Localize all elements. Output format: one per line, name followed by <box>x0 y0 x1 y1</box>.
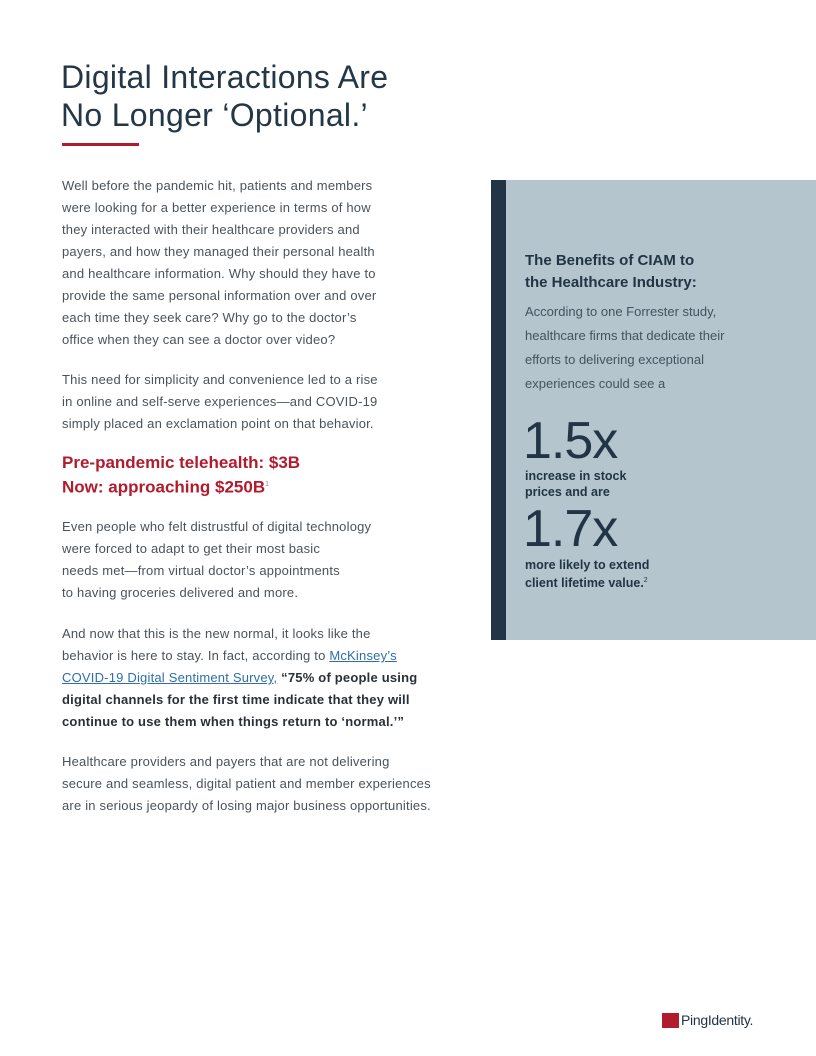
text-line: Well before the pandemic hit, patients a… <box>62 175 376 197</box>
text-segment: Healthcare providers and payers that are… <box>62 754 390 769</box>
text-line: Even people who felt distrustful of digi… <box>62 516 371 538</box>
sidebar-body: According to one Forrester study, health… <box>525 300 724 396</box>
highlight-line: Pre-pandemic telehealth: $3B <box>62 453 301 472</box>
text-line: This need for simplicity and convenience… <box>62 369 378 391</box>
text-line: COVID-19 Digital Sentiment Survey, “75% … <box>62 667 417 689</box>
paragraph-adapt: Even people who felt distrustful of digi… <box>62 516 371 604</box>
text-line: And now that this is the new normal, it … <box>62 623 417 645</box>
telehealth-highlight: Pre-pandemic telehealth: $3B Now: approa… <box>62 452 300 499</box>
title-line: No Longer ‘Optional.’ <box>61 97 368 133</box>
text-segment: were forced to adapt to get their most b… <box>62 541 321 556</box>
text-line: in online and self-serve experiences—and… <box>62 391 378 413</box>
text-segment: to having groceries delivered and more. <box>62 585 299 600</box>
body-line: According to one Forrester study, <box>525 304 717 319</box>
title-underline <box>62 143 139 146</box>
sidebar-accent-bar <box>491 180 506 640</box>
text-segment: secure and seamless, digital patient and… <box>62 776 431 791</box>
text-line: behavior is here to stay. In fact, accor… <box>62 645 417 667</box>
quote-text: digital channels for the first time indi… <box>62 692 410 707</box>
text-segment: payers, and how they managed their perso… <box>62 244 375 259</box>
text-segment: provide the same personal information ov… <box>62 288 377 303</box>
page-title: Digital Interactions Are No Longer ‘Opti… <box>61 58 388 134</box>
footnote-marker: 2 <box>643 577 648 584</box>
text-segment: simply placed an exclamation point on th… <box>62 416 374 431</box>
text-line: continue to use them when things return … <box>62 711 417 733</box>
text-line: digital channels for the first time indi… <box>62 689 417 711</box>
text-segment: Well before the pandemic hit, patients a… <box>62 178 373 193</box>
mckinsey-survey-link[interactable]: COVID-19 Digital Sentiment Survey, <box>62 670 278 685</box>
text-line: Healthcare providers and payers that are… <box>62 751 431 773</box>
paragraph-new-normal: And now that this is the new normal, it … <box>62 623 417 733</box>
quote-text: “75% of people using <box>277 670 418 685</box>
highlight-line: Now: approaching $250B <box>62 477 266 497</box>
text-line: to having groceries delivered and more. <box>62 582 371 604</box>
paragraph-conclusion: Healthcare providers and payers that are… <box>62 751 431 817</box>
sidebar-heading: The Benefits of CIAM to the Healthcare I… <box>525 250 697 294</box>
ciam-benefits-sidebar: The Benefits of CIAM to the Healthcare I… <box>491 180 816 640</box>
logo-square-icon <box>662 1012 679 1028</box>
text-segment: and healthcare information. Why should t… <box>62 266 376 281</box>
label-line: more likely to extend <box>525 558 650 572</box>
logo-text: PingIdentity. <box>681 1012 754 1028</box>
stat-label: increase in stock prices and are <box>525 468 626 500</box>
text-line: provide the same personal information ov… <box>62 285 376 307</box>
ping-identity-logo: PingIdentity. <box>662 1012 753 1028</box>
text-segment: needs met—from virtual doctor’s appointm… <box>62 563 340 578</box>
stat-value: 1.5x <box>523 412 618 470</box>
label-line: increase in stock <box>525 469 627 483</box>
text-segment: in online and self-serve experiences—and… <box>62 394 378 409</box>
text-line: and healthcare information. Why should t… <box>62 263 376 285</box>
text-line: secure and seamless, digital patient and… <box>62 773 431 795</box>
text-segment: each time they seek care? Why go to the … <box>62 310 357 325</box>
text-segment: This need for simplicity and convenience… <box>62 372 378 387</box>
text-segment: are in serious jeopardy of losing major … <box>62 798 431 813</box>
title-line: Digital Interactions Are <box>61 59 389 95</box>
stat-value: 1.7x <box>523 500 618 558</box>
stat-label: more likely to extend client lifetime va… <box>525 557 649 591</box>
text-segment: they interacted with their healthcare pr… <box>62 222 360 237</box>
text-line: simply placed an exclamation point on th… <box>62 413 378 435</box>
text-segment: behavior is here to stay. In fact, accor… <box>62 648 330 663</box>
text-segment: Even people who felt distrustful of digi… <box>62 519 372 534</box>
text-line: payers, and how they managed their perso… <box>62 241 376 263</box>
label-line: client lifetime value. <box>525 576 644 591</box>
text-line: were forced to adapt to get their most b… <box>62 538 371 560</box>
body-line: healthcare firms that dedicate their <box>525 328 725 343</box>
heading-line: The Benefits of CIAM to <box>525 252 695 269</box>
label-line: prices and are <box>525 485 610 499</box>
text-line: they interacted with their healthcare pr… <box>62 219 376 241</box>
paragraph-simplicity: This need for simplicity and convenience… <box>62 369 378 435</box>
heading-line: the Healthcare Industry: <box>525 274 697 291</box>
text-line: each time they seek care? Why go to the … <box>62 307 376 329</box>
text-line: needs met—from virtual doctor’s appointm… <box>62 560 371 582</box>
mckinsey-survey-link[interactable]: McKinsey’s <box>329 648 397 663</box>
text-line: office when they can see a doctor over v… <box>62 329 376 351</box>
text-segment: were looking for a better experience in … <box>62 200 371 215</box>
quote-text: continue to use them when things return … <box>62 714 405 729</box>
paragraph-intro: Well before the pandemic hit, patients a… <box>62 175 376 351</box>
text-line: are in serious jeopardy of losing major … <box>62 795 431 817</box>
text-segment: office when they can see a doctor over v… <box>62 332 336 347</box>
footnote-marker: 1 <box>265 481 270 488</box>
body-line: efforts to delivering exceptional <box>525 352 704 367</box>
text-segment: And now that this is the new normal, it … <box>62 626 371 641</box>
body-line: experiences could see a <box>525 376 666 391</box>
text-line: were looking for a better experience in … <box>62 197 376 219</box>
